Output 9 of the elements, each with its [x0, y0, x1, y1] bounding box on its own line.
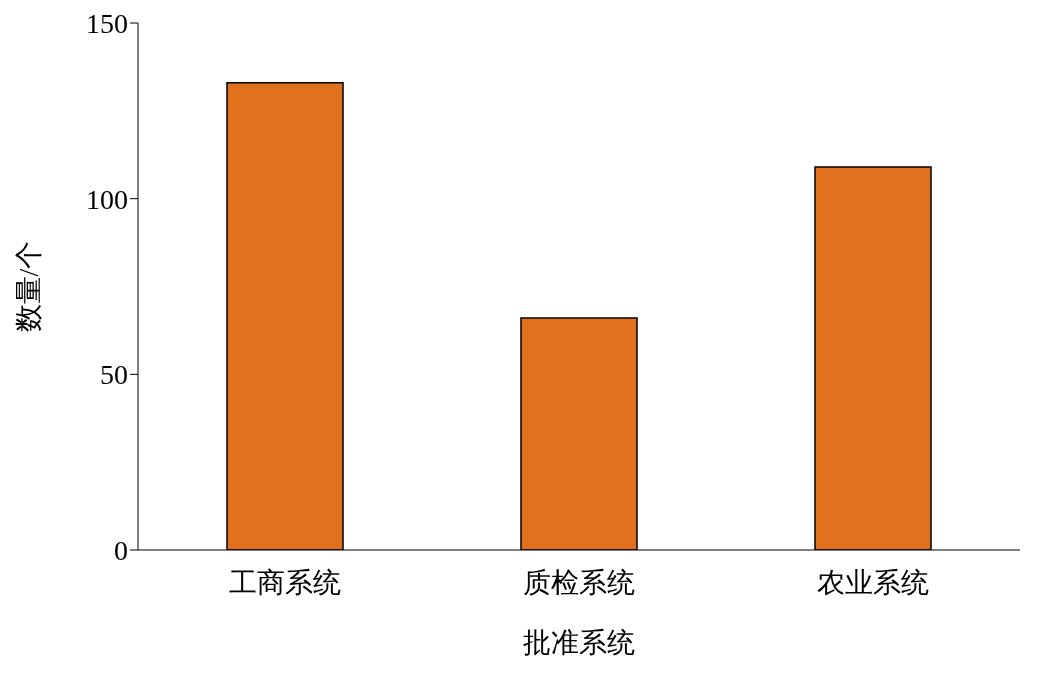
x-tick-label: 农业系统 — [817, 566, 929, 598]
x-axis-title: 批准系统 — [523, 627, 635, 658]
x-tick-label: 工商系统 — [229, 566, 341, 598]
y-tick-label: 50 — [100, 359, 128, 391]
y-tick-label: 0 — [114, 534, 128, 566]
y-axis-title: 数量/个 — [12, 240, 44, 333]
y-tick-label: 150 — [86, 7, 128, 39]
x-tick-label: 质检系统 — [523, 566, 635, 598]
y-tick-label: 100 — [86, 183, 128, 215]
